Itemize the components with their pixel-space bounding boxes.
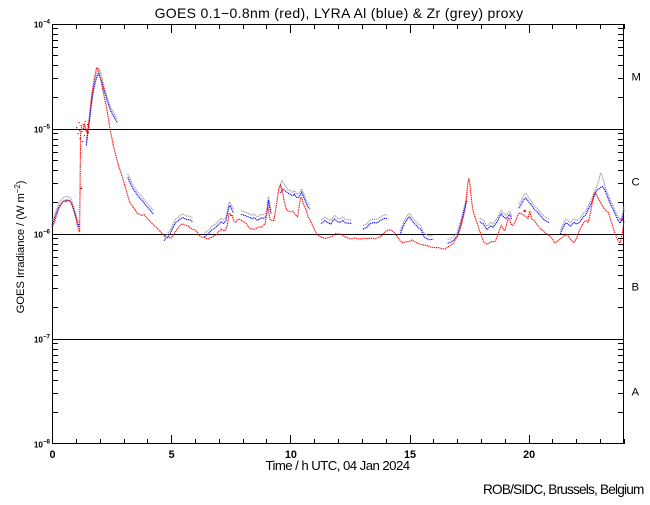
svg-text:5: 5: [169, 449, 175, 461]
svg-text:GOES Irradiance / (W m−2): GOES Irradiance / (W m−2): [13, 180, 27, 313]
svg-text:20: 20: [523, 449, 535, 461]
svg-text:10−8: 10−8: [34, 439, 51, 450]
svg-text:ROB/SIDC, Brussels, Belgium: ROB/SIDC, Brussels, Belgium: [483, 482, 644, 497]
svg-text:10−6: 10−6: [34, 229, 51, 240]
svg-text:C: C: [632, 177, 640, 189]
svg-text:GOES 0.1−0.8nm (red), LYRA Al: GOES 0.1−0.8nm (red), LYRA Al (blue) & Z…: [155, 5, 524, 21]
svg-text:10−5: 10−5: [34, 124, 51, 135]
svg-text:10: 10: [285, 449, 297, 461]
svg-text:10−7: 10−7: [34, 334, 51, 345]
svg-text:10−4: 10−4: [34, 19, 51, 30]
svg-text:B: B: [632, 282, 640, 294]
svg-text:A: A: [632, 387, 640, 399]
svg-text:15: 15: [404, 449, 416, 461]
svg-text:0: 0: [49, 449, 55, 461]
svg-text:M: M: [632, 72, 641, 84]
svg-text:Time / h UTC, 04 Jan 2024: Time / h UTC, 04 Jan 2024: [265, 458, 409, 473]
